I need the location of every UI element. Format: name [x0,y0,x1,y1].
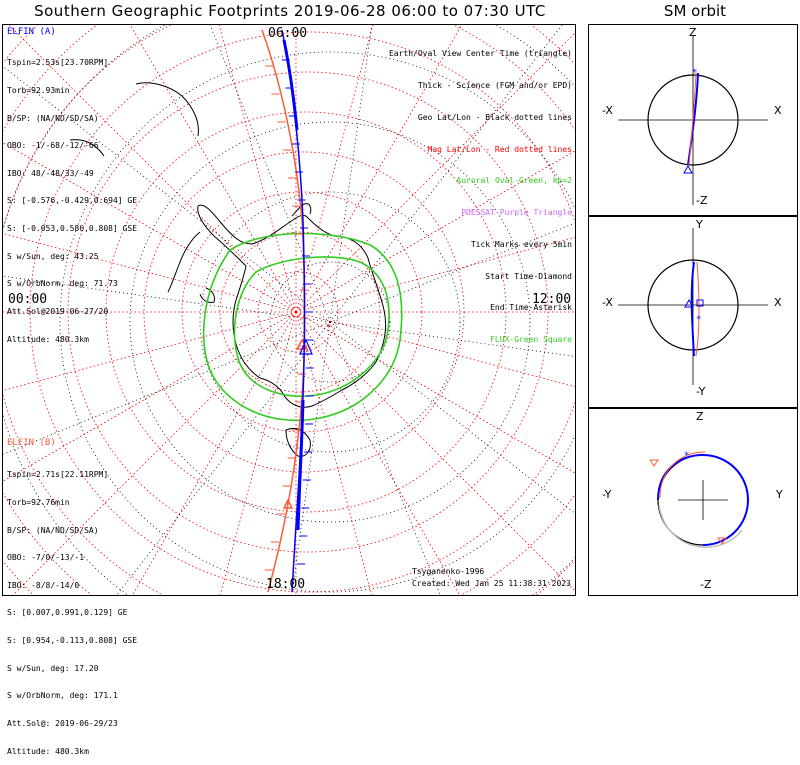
footprint-map-frame [2,24,576,596]
orbit-panel-yz [588,408,798,596]
elfin-b-name: ELFIN (B) [7,438,56,448]
xy-right-label: X [774,296,782,309]
legend: Earth/Oval View Center Time (triangle) T… [389,28,572,356]
label-left-time: 00:00 [8,292,48,307]
legend-item: Thick - Science (FGM and/or EPD) [417,80,572,90]
label-bottom-time: 18:00 [266,577,306,592]
xz-bottom-label: -Z [696,194,708,207]
xy-bottom-label: -Y [696,385,706,398]
footprint-map: * [3,25,575,595]
legend-item: Earth/Oval View Center Time (triangle) [388,49,572,59]
legend-item: Auroral Oval-Green, kp=2 [456,176,572,186]
elfin-a-track [281,29,314,593]
plot-title: Southern Geographic Footprints 2019-06-2… [34,2,546,20]
geo-grid [3,25,575,595]
svg-text:*: * [326,323,331,333]
legend-item: End Time-Asterisk [490,303,572,313]
model-credit: Tsyganenko-1996 [412,567,485,576]
xz-left-label: -X [602,104,613,117]
elfin-a-name: ELFIN (A) [7,27,56,37]
xy-top-label: Y [696,218,703,231]
legend-item: Start Time-Diamond [485,271,572,281]
created-timestamp: Created: Wed Jan 25 11:38:31 2023 [412,579,571,588]
legend-item: Geo Lat/Lon - Black dotted lines [417,112,572,122]
xz-right-label: X [774,104,782,117]
legend-item: Mag Lat/Lon - Red dotted lines [427,144,573,154]
orbit-panel-xy [588,216,798,408]
elfin-b-info: Tspin=2.71s[22.11RPM] Torb=92.76min B/SP… [7,470,138,756]
label-right-time: 12:00 [532,292,572,307]
orbit-panel-xz [588,24,798,216]
legend-item: FLUX-Green Square [490,335,572,345]
legend-item: POESSAT-Purple Triangle [461,208,572,218]
yz-top-label: Z [696,410,704,423]
elfin-a-info: Tspin=2.53s[23.70RPM] Torb=92.93min B/SP… [7,58,138,344]
orbit-title: SM orbit [663,2,727,20]
yz-left-label: -Y [602,488,612,501]
legend-item: Tick Marks every 5min [470,239,572,249]
yz-bottom-label: -Z [700,578,712,591]
yz-right-label: Y [776,488,783,501]
xz-top-label: Z [689,26,697,39]
coastline [69,82,387,457]
xy-left-label: -X [602,296,613,309]
auroral-oval [202,232,403,422]
label-top-time: 06:00 [268,26,308,41]
